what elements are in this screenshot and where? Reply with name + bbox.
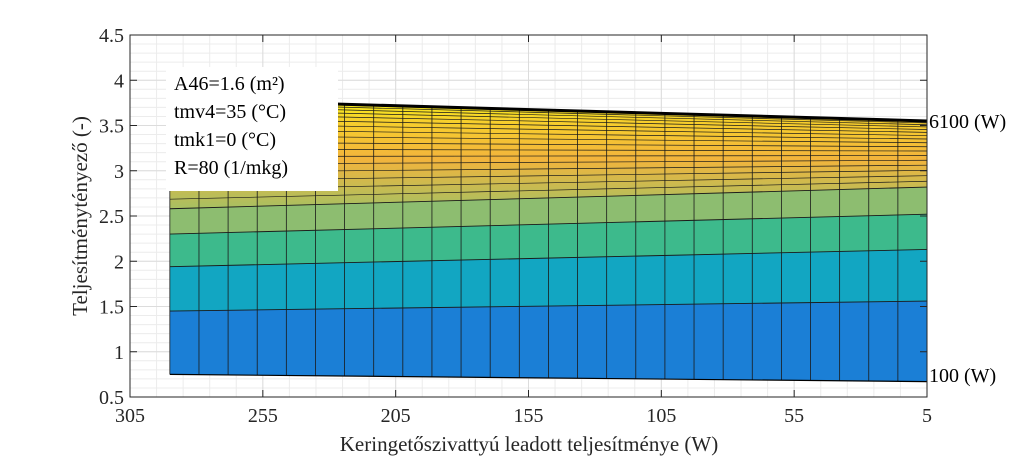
legend-box: A46=1.6 (m²) tmv4=35 (°C) tmk1=0 (°C) R=… xyxy=(166,67,338,191)
y-tick-label: 3 xyxy=(114,161,124,183)
surface-mesh-row xyxy=(169,300,927,312)
y-axis-label: Teljesítménytényező (-) xyxy=(68,116,92,316)
x-tick-label: 55 xyxy=(784,405,804,427)
series-line-100w xyxy=(169,373,927,383)
surface-mesh-row xyxy=(169,186,927,210)
x-tick-label: 255 xyxy=(248,405,278,427)
y-tick-label: 0.5 xyxy=(99,387,124,409)
legend-line-tmk1: tmk1=0 (°C) xyxy=(174,129,276,151)
y-tick-label: 1.5 xyxy=(99,297,124,319)
legend-box-background xyxy=(166,67,338,191)
x-tick-label: 105 xyxy=(646,405,676,427)
surface-mesh-row xyxy=(169,213,927,235)
x-tick-labels: 305 255 205 155 105 55 5 xyxy=(115,405,932,427)
x-axis-label: Keringetőszivattyú leadott teljesítménye… xyxy=(340,432,718,456)
y-tick-label: 3.5 xyxy=(99,116,124,138)
annotation-6100w: 6100 (W) xyxy=(929,111,1006,133)
x-tick-label: 155 xyxy=(514,405,544,427)
y-tick-label: 2 xyxy=(114,251,124,273)
x-tick-label: 5 xyxy=(922,405,932,427)
legend-line-r: R=80 (1/mkg) xyxy=(174,157,288,179)
legend-line-area: A46=1.6 (m²) xyxy=(174,73,285,95)
surface-mesh-row xyxy=(169,249,927,268)
y-tick-labels: 0.5 1 1.5 2 2.5 3 3.5 4 4.5 xyxy=(99,25,124,409)
annotation-100w: 100 (W) xyxy=(929,365,996,387)
surface-mesh-row xyxy=(169,180,927,200)
y-tick-label: 4.5 xyxy=(99,25,124,47)
x-tick-label: 205 xyxy=(381,405,411,427)
x-tick-label: 305 xyxy=(115,405,145,427)
y-tick-label: 4 xyxy=(114,70,124,92)
y-tick-label: 1 xyxy=(114,342,124,364)
axis-ticks xyxy=(129,34,928,398)
legend-line-tmv4: tmv4=35 (°C) xyxy=(174,101,286,123)
y-tick-label: 2.5 xyxy=(99,206,124,228)
